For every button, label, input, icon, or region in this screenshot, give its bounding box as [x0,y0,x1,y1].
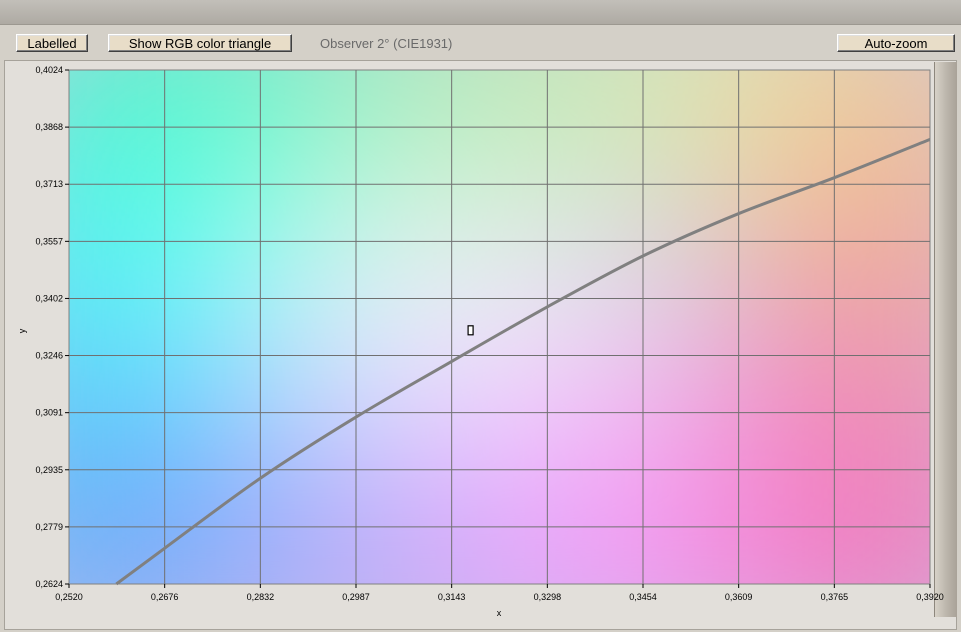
vertical-scrollbar[interactable] [934,62,957,617]
y-tick-labels: 0,4024 0,3868 0,3713 0,3557 0,3402 0,3246 0,30… [35,65,69,589]
x-tick-label: 0,2520 [55,592,83,602]
y-tick-label: 0,2779 [35,522,63,532]
y-tick-label: 0,2624 [35,579,63,589]
title-bar [0,0,961,25]
x-tick-label: 0,2832 [247,592,275,602]
x-tick-label: 0,3609 [725,592,753,602]
x-tick-label: 0,2987 [342,592,370,602]
observer-label: Observer 2° (CIE1931) [320,36,453,51]
y-tick-label: 0,2935 [35,465,63,475]
plot-border [68,69,931,585]
x-tick-label: 0,3765 [821,592,849,602]
rgb-triangle-button[interactable]: Show RGB color triangle [108,34,292,52]
grid [69,70,930,584]
x-tick-labels: 0,2520 0,2676 0,2832 0,2987 0,3143 0,3298 0,34… [55,584,944,602]
y-tick-label: 0,3246 [35,351,63,361]
x-tick-label: 0,3920 [916,592,944,602]
y-tick-label: 0,3091 [35,408,63,418]
x-tick-label: 0,3143 [438,592,466,602]
y-axis-label: y [17,328,27,333]
x-tick-label: 0,2676 [151,592,179,602]
y-tick-label: 0,3557 [35,236,63,246]
y-tick-label: 0,4024 [35,65,63,75]
x-tick-label: 0,3298 [534,592,562,602]
x-axis-label: x [497,608,502,618]
y-tick-label: 0,3868 [35,122,63,132]
x-tick-label: 0,3454 [629,592,657,602]
planckian-locus-line [115,137,931,586]
y-tick-label: 0,3713 [35,179,63,189]
labelled-button[interactable]: Labelled [16,34,88,52]
white-point-marker[interactable] [467,325,474,336]
y-tick-label: 0,3402 [35,293,63,303]
auto-zoom-button[interactable]: Auto-zoom [837,34,955,52]
